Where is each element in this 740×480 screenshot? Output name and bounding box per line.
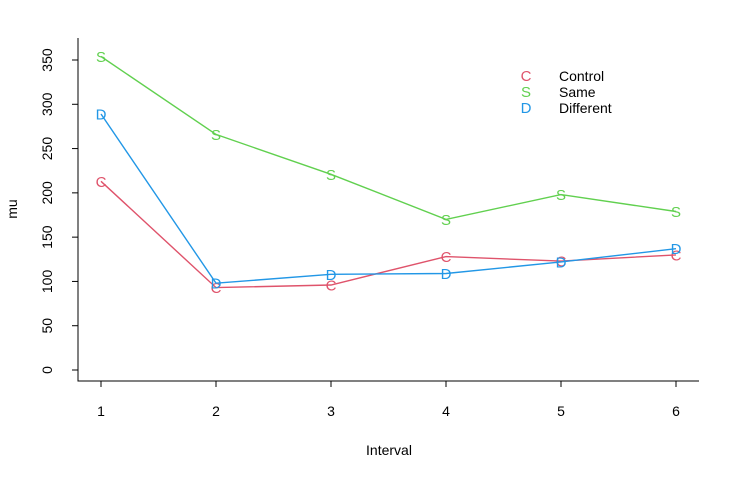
x-tick-label: 3 — [327, 403, 335, 419]
y-tick-label: 150 — [39, 225, 55, 249]
x-tick-label: 1 — [97, 403, 105, 419]
legend-symbol: S — [521, 84, 531, 101]
data-point: S — [671, 204, 681, 221]
data-point: S — [326, 167, 336, 184]
legend-label: Control — [559, 68, 604, 84]
x-tick-label: 6 — [672, 403, 680, 419]
y-axis-title: mu — [4, 199, 20, 218]
data-point: S — [211, 127, 221, 144]
y-tick-label: 350 — [39, 48, 55, 72]
data-point: C — [441, 249, 452, 266]
data-point: C — [211, 280, 222, 297]
x-tick-label: 4 — [442, 403, 450, 419]
data-point: S — [441, 212, 451, 229]
data-point: D — [96, 107, 107, 124]
data-point: C — [671, 247, 682, 264]
legend: C Control S Same D Different — [521, 68, 612, 117]
series-line — [100, 55, 677, 221]
data-point: D — [441, 266, 452, 283]
data-point: S — [556, 187, 566, 204]
y-tick-label: 200 — [39, 181, 55, 205]
y-tick-label: 100 — [39, 270, 55, 294]
x-tick-label: 5 — [557, 403, 565, 419]
legend-label: Same — [559, 84, 596, 100]
data-point: D — [211, 276, 222, 293]
y-tick-label: 50 — [39, 318, 55, 334]
axes: 0 50 100 150 200 250 300 350 1 2 3 4 5 6 — [39, 38, 699, 419]
data-point: D — [326, 267, 337, 284]
legend-label: Different — [559, 100, 612, 116]
y-tick-label: 0 — [39, 366, 55, 374]
data-point: D — [671, 241, 682, 258]
legend-symbol: C — [521, 68, 532, 85]
series-line — [100, 113, 677, 284]
axis-frame — [77, 38, 699, 382]
data-point: C — [96, 174, 107, 191]
y-tick-label: 300 — [39, 92, 55, 116]
x-tick-label: 2 — [212, 403, 220, 419]
data-point: C — [326, 277, 337, 294]
series-different: D D D D D D — [96, 107, 682, 293]
y-tick-label: 250 — [39, 137, 55, 161]
x-axis-title: Interval — [366, 442, 412, 458]
legend-symbol: D — [521, 100, 532, 117]
data-point: D — [556, 254, 567, 271]
series-same: S S S S S S — [96, 49, 681, 229]
data-point: S — [96, 49, 106, 66]
